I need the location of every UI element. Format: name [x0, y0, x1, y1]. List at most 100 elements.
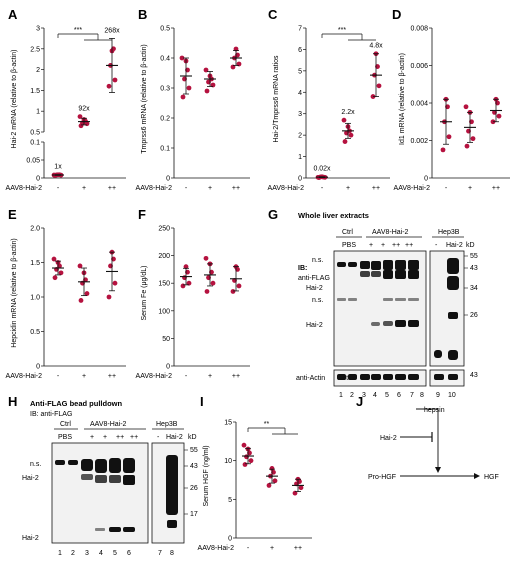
band	[448, 350, 458, 360]
blot-g-ib-label: IB:	[298, 265, 307, 272]
blot-g-actin-ab: anti-Actin	[296, 375, 325, 382]
x-category-label: ++	[492, 185, 500, 192]
blot-g-marker-34: 34	[470, 285, 478, 292]
data-point	[112, 77, 118, 83]
panel-letter-f: F	[138, 207, 146, 222]
blot-h-marker-55: 55	[190, 447, 198, 454]
blot-g-marker-26: 26	[470, 312, 478, 319]
y-tick-label: 0	[228, 536, 232, 543]
band	[395, 374, 406, 380]
blot-h-band-hai2-a: Hai-2	[22, 475, 39, 482]
y-axis-label: Serum Fe (μg/dL)	[141, 266, 148, 321]
significance-label: ***	[74, 27, 82, 34]
blot-g-lane: 2	[350, 392, 354, 399]
blot-g-aav-header: AAV8-Hai-2	[372, 229, 409, 236]
data-point	[51, 256, 57, 262]
blot-h-aav-header: AAV8-Hai-2	[90, 421, 127, 428]
data-point	[272, 478, 278, 484]
y-tick-label: 6	[298, 47, 302, 54]
y-tick-label: 0.05	[26, 158, 40, 165]
fold-change-label: 92x	[78, 106, 90, 113]
y-tick-label: 4	[298, 90, 302, 97]
blot-h: Anti-FLAG bead pulldown IB: anti-FLAG Ct…	[22, 399, 198, 557]
blot-g-lane: 6	[397, 392, 401, 399]
y-axis-label: Hai-2 mRNA (relative to β-actin)	[11, 50, 18, 149]
blot-g-ib-antibody: anti-FLAG	[298, 275, 330, 282]
band	[337, 298, 346, 301]
band	[383, 298, 393, 301]
band	[337, 262, 346, 267]
x-category-label: ++	[108, 373, 116, 380]
y-tick-label: 0.2	[160, 116, 170, 123]
band	[448, 374, 458, 380]
data-point	[242, 462, 248, 467]
x-group-label: AAV8-Hai-2	[136, 185, 173, 192]
x-group-label: AAV8-Hai-2	[136, 373, 173, 380]
panel-letter-j: J	[356, 394, 363, 409]
band	[167, 520, 177, 528]
blot-g-cond-pbs: PBS	[342, 242, 356, 249]
data-point	[463, 104, 469, 110]
panel-letter-h: H	[8, 394, 17, 409]
x-category-label: +	[468, 185, 472, 192]
y-tick-label: 2.0	[30, 226, 40, 233]
blot-g-actin-bands	[337, 374, 458, 380]
y-tick-label: 2.5	[30, 46, 40, 53]
diagram-j-hepsin-arrow	[416, 408, 439, 470]
band	[434, 350, 442, 358]
band	[448, 312, 458, 319]
fold-change-label: 4.8x	[369, 43, 383, 50]
blot-g-band-ns2: n.s.	[312, 297, 323, 304]
panel-letter-i: I	[200, 394, 204, 409]
blot-g-lane: 9	[436, 392, 440, 399]
blot-h-lane: 1	[58, 550, 62, 557]
y-tick-label: 0.1	[160, 146, 170, 153]
blot-h-band-hai2-b: Hai-2	[22, 535, 39, 542]
chart-f: 0 50 100 150 200 250 Serum Fe (μg/dL) AAV8-Hai-…	[136, 226, 250, 380]
blot-g-lane: 10	[448, 392, 456, 399]
band	[81, 459, 93, 471]
band	[395, 298, 406, 301]
diagram-j-product: HGF	[484, 474, 499, 481]
blot-g-cond-4: +	[381, 242, 385, 249]
data-point	[77, 263, 83, 269]
diagram-j-substrate: Pro-HGF	[368, 474, 396, 481]
band	[383, 270, 393, 279]
band	[95, 528, 105, 531]
x-category-label: +	[82, 185, 86, 192]
blot-g-band-hai2-a: Hai-2	[306, 285, 323, 292]
significance-label: ***	[338, 27, 346, 34]
y-tick-label: 0.1	[30, 140, 40, 147]
data-point	[77, 114, 83, 120]
data-point	[78, 298, 84, 303]
y-axis-label: Hai-2/Tmprss6 mRNA ratios	[273, 55, 280, 143]
data-point	[446, 134, 452, 140]
blot-h-kd-label: kD	[188, 434, 197, 441]
fold-change-label: 268x	[104, 27, 120, 34]
blot-g-lane: 4	[373, 392, 377, 399]
band	[434, 374, 444, 380]
y-tick-label: 50	[162, 336, 170, 343]
y-tick-label: 5	[228, 497, 232, 504]
data-point	[180, 94, 186, 100]
data-point	[236, 283, 242, 289]
blot-g-actin-box: Actin	[338, 375, 354, 382]
panel-letter-a: A	[8, 7, 18, 22]
y-axis-label: Tmprss6 mRNA (relative to β-actin)	[141, 44, 148, 153]
x-category-label: ++	[232, 373, 240, 380]
x-category-label: +	[346, 185, 350, 192]
diagram-j-enzyme: hepsin	[424, 407, 445, 414]
diagram-j-conversion-head	[474, 473, 480, 479]
blot-g-band-hai2-b: Hai-2	[306, 322, 323, 329]
y-tick-label: 0.5	[30, 329, 40, 336]
y-tick-label: 0	[166, 364, 170, 371]
data-point	[341, 117, 347, 123]
significance-label: **	[264, 421, 270, 428]
y-tick-label: 0.006	[410, 63, 428, 70]
y-tick-label: 0	[298, 176, 302, 183]
x-group-label: AAV8-Hai-2	[6, 373, 43, 380]
band	[408, 270, 419, 279]
panel-letter-g: G	[268, 207, 278, 222]
band	[408, 320, 419, 327]
